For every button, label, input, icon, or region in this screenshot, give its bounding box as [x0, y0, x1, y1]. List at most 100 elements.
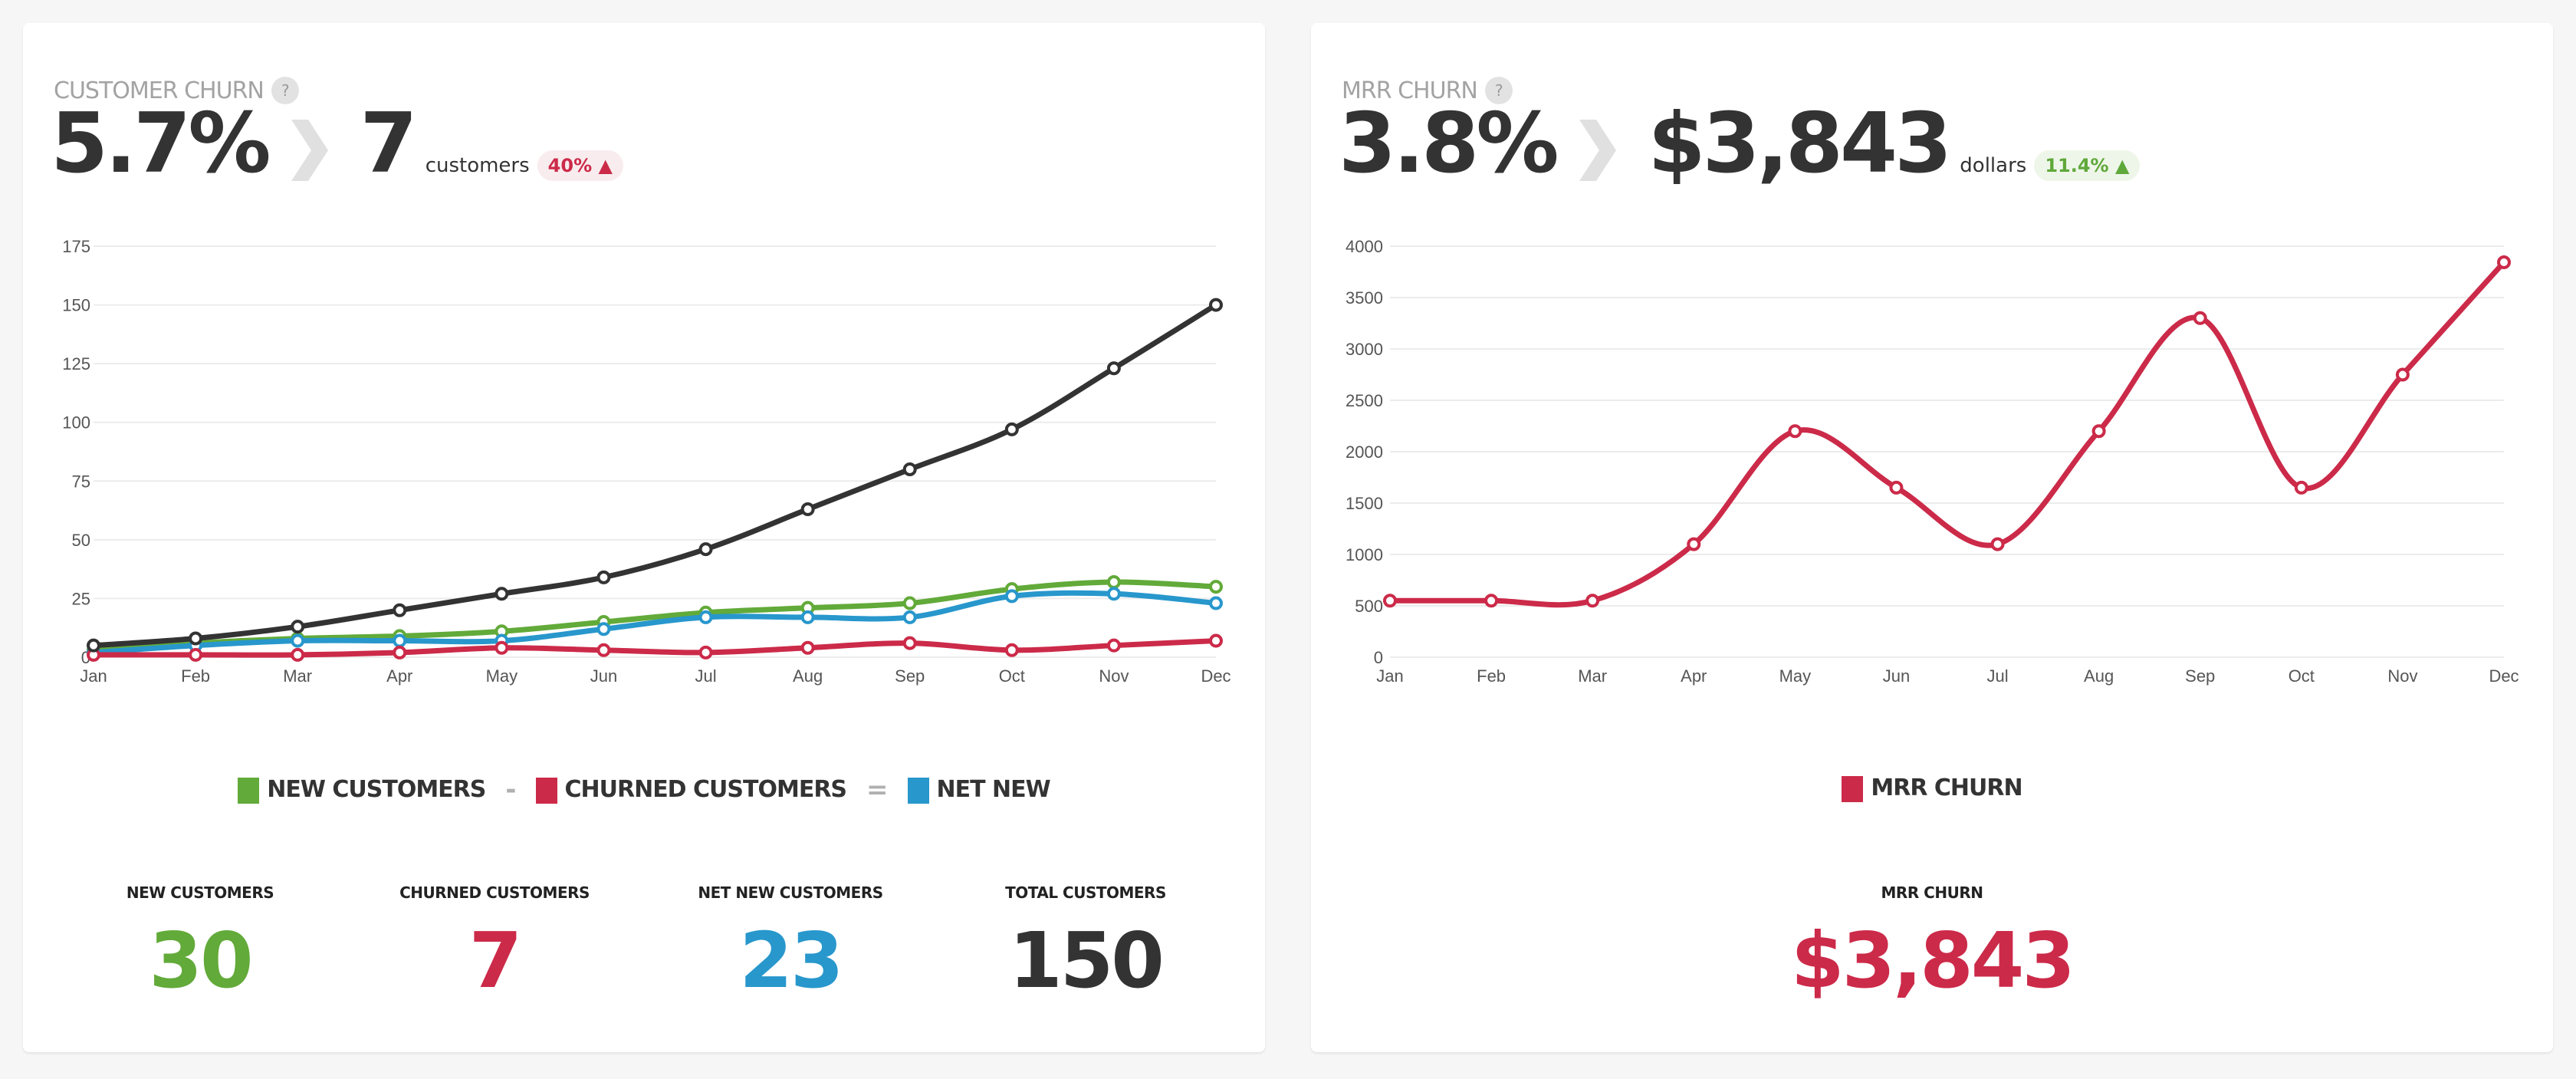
y-tick-label: 150 [62, 296, 90, 315]
churned-count: 7 [360, 96, 418, 192]
x-tick-label: May [1779, 666, 1812, 686]
x-tick-label: Feb [1477, 666, 1506, 686]
y-tick-label: 175 [62, 237, 90, 256]
data-point [1106, 587, 1121, 601]
y-tick-label: 3000 [1346, 340, 1383, 359]
data-point [698, 542, 713, 557]
change-value: 40% [547, 155, 593, 176]
data-point [495, 640, 509, 655]
data-point [1004, 643, 1019, 657]
change-value: 11.4% [2045, 155, 2109, 176]
data-point [1209, 633, 1223, 648]
y-tick-label: 4000 [1346, 237, 1383, 256]
data-point [1106, 638, 1121, 653]
x-tick-label: Nov [1099, 666, 1129, 686]
data-point [2395, 367, 2410, 382]
series-line [90, 302, 1219, 649]
mrr-churn-title: MRR CHURN ? [1342, 77, 1513, 104]
x-tick-label: Sep [895, 666, 925, 686]
stat-new-customers: NEW CUSTOMERS 30 [62, 883, 338, 1005]
data-point [800, 502, 815, 517]
equals-sign: = [866, 775, 888, 805]
stat-mrr-churn: MRR CHURN $3,843 [1740, 883, 2124, 1005]
help-icon[interactable]: ? [271, 77, 299, 104]
data-point [393, 633, 407, 648]
stat-label: NEW CUSTOMERS [126, 883, 274, 902]
data-point [2193, 311, 2207, 325]
legend-churned-customers[interactable]: CHURNED CUSTOMERS [535, 776, 848, 804]
x-tick-label: Nov [2387, 666, 2417, 686]
x-tick-label: Jun [590, 666, 617, 686]
legend-swatch [907, 777, 929, 804]
y-tick-label: 25 [72, 589, 90, 608]
data-point [189, 647, 203, 662]
stat-net-new-customers: NET NEW CUSTOMERS 23 [652, 883, 928, 1005]
stat-total-customers: TOTAL CUSTOMERS 150 [948, 883, 1224, 1005]
x-tick-label: May [486, 666, 518, 686]
y-tick-label: 75 [72, 472, 90, 491]
x-tick-label: Mar [283, 666, 312, 686]
data-point [189, 631, 203, 646]
y-tick-label: 1500 [1346, 494, 1383, 513]
x-tick-label: Aug [793, 666, 823, 686]
data-point [698, 645, 713, 660]
data-point [902, 462, 917, 476]
data-point [1004, 422, 1019, 436]
stat-label: MRR CHURN [1881, 883, 1983, 902]
stat-value: 23 [739, 916, 843, 1005]
x-tick-label: Jun [1883, 666, 1910, 686]
y-tick-label: 3500 [1346, 288, 1383, 308]
data-point [1209, 298, 1223, 312]
mrr-churn-chart: 0 500 1000 1500 2000 2500 3000 3500 4000 Jan Feb Ma… [1346, 237, 2519, 686]
series-line [90, 638, 1219, 658]
card-title: CUSTOMER CHURN [54, 77, 264, 104]
stat-value: 150 [1009, 916, 1165, 1005]
data-point [1004, 589, 1019, 604]
data-point [1383, 594, 1397, 608]
stat-value: 7 [468, 916, 523, 1005]
headline: 5.7% 7 customers 40% ▲ [51, 96, 623, 192]
stat-churned-customers: CHURNED CUSTOMERS 7 [356, 883, 632, 1005]
y-tick-label: 50 [72, 531, 90, 550]
data-point [902, 636, 917, 650]
x-tick-label: Aug [2084, 666, 2114, 686]
x-tick-label: Apr [1681, 666, 1707, 686]
y-tick-label: 0 [1374, 648, 1383, 667]
chart-legend: NEW CUSTOMERS - CHURNED CUSTOMERS = NET … [23, 775, 1265, 805]
legend-swatch [238, 777, 260, 804]
legend-label: CHURNED CUSTOMERS [564, 776, 848, 804]
legend-label: MRR CHURN [1871, 775, 2022, 801]
headline: 3.8% $3,843 dollars 11.4% ▲ [1339, 96, 2141, 192]
data-point [2497, 255, 2511, 270]
y-tick-label: 500 [1355, 597, 1383, 616]
mrr-churn-amount: $3,843 [1648, 96, 1953, 192]
legend-mrr-churn[interactable]: MRR CHURN [1842, 775, 2023, 802]
legend-swatch [535, 777, 557, 804]
legend-net-new[interactable]: NET NEW [907, 776, 1051, 804]
minus-sign: - [505, 775, 516, 805]
unit-label: customers [425, 154, 530, 177]
data-point [596, 570, 611, 584]
help-icon[interactable]: ? [1484, 77, 1513, 104]
data-point [800, 610, 815, 624]
chevron-up-icon: ▲ [2114, 155, 2130, 176]
legend-new-customers[interactable]: NEW CUSTOMERS [238, 776, 486, 804]
mrr-churn-rate: 3.8% [1339, 96, 1559, 192]
stat-value: $3,843 [1791, 916, 2075, 1005]
change-badge: 11.4% ▲ [2034, 150, 2141, 181]
stat-value: 30 [149, 916, 253, 1005]
series-line [90, 590, 1219, 656]
data-point [1585, 594, 1600, 608]
data-point [902, 596, 917, 610]
chevron-up-icon: ▲ [598, 155, 613, 176]
data-point [596, 622, 611, 637]
y-tick-label: 100 [62, 413, 90, 433]
series-line [1387, 259, 2507, 608]
data-point [1106, 574, 1121, 589]
y-tick-label: 2000 [1346, 442, 1383, 462]
y-tick-label: 2500 [1346, 391, 1383, 410]
data-point [2091, 424, 2106, 439]
data-point [1687, 537, 1701, 551]
x-tick-label: Apr [386, 666, 412, 686]
